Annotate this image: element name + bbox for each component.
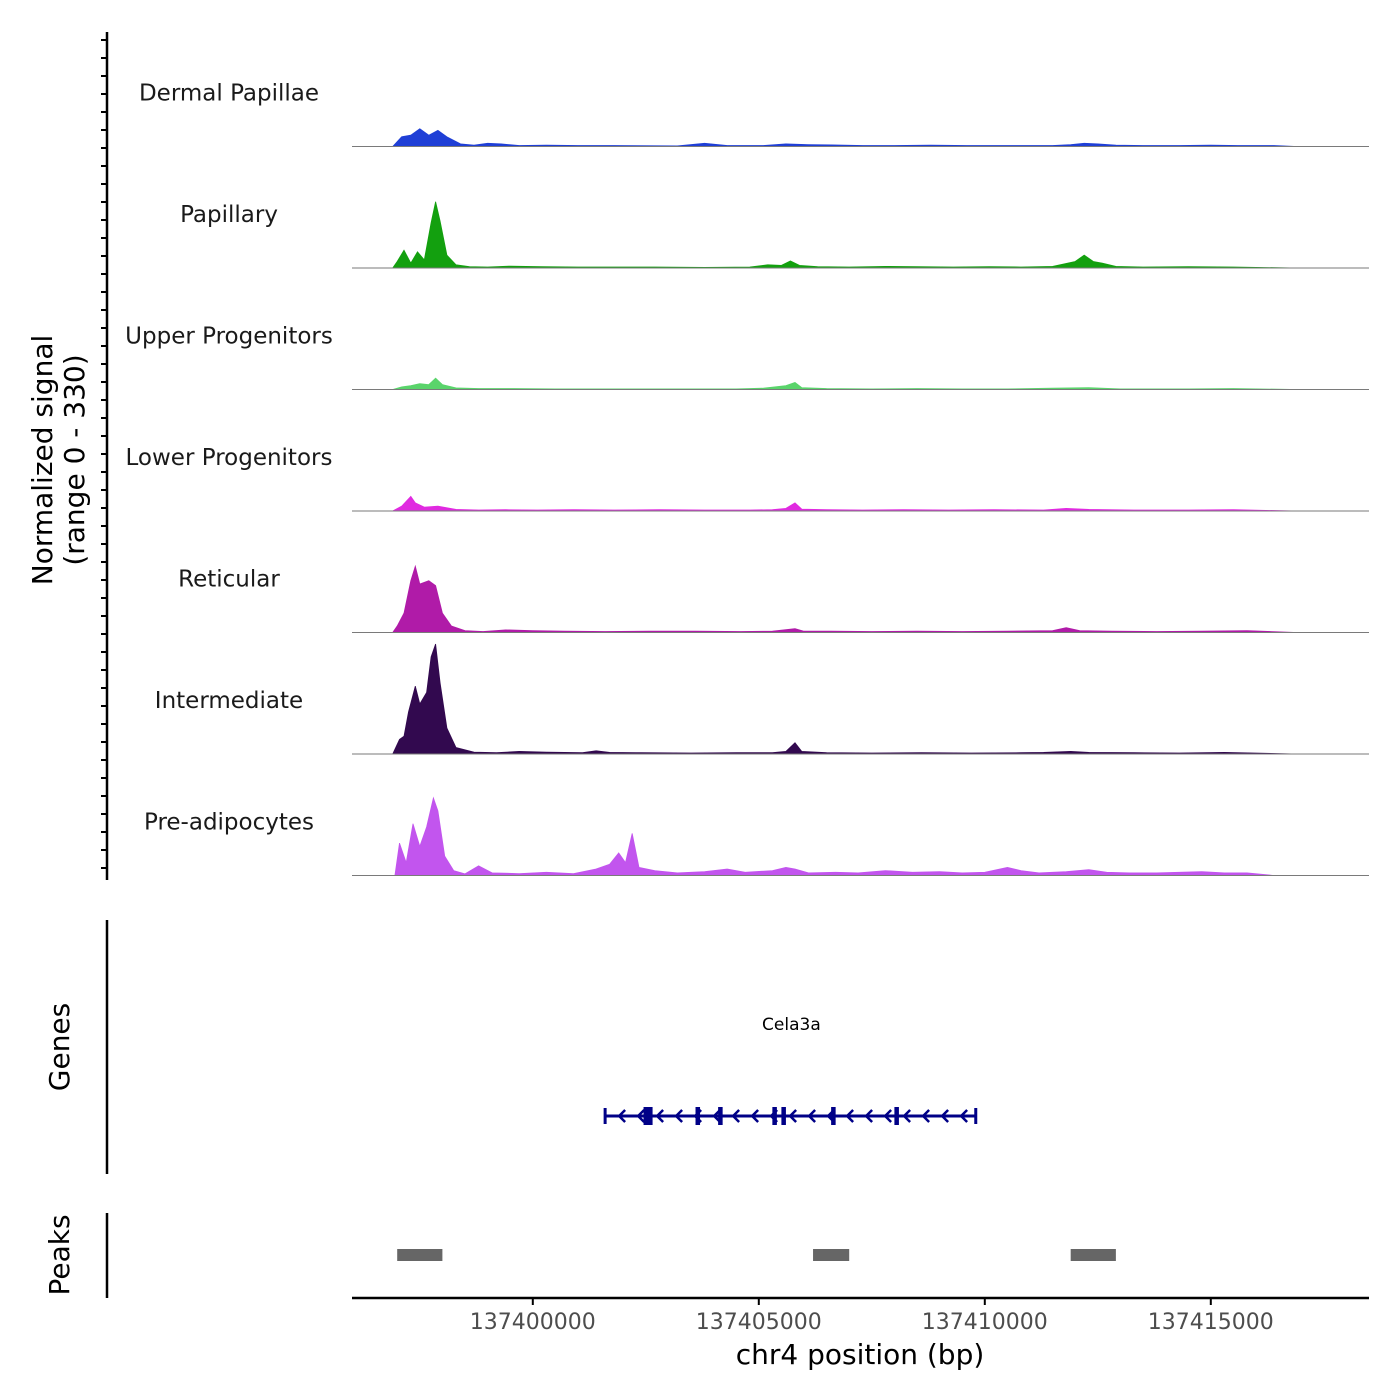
track-reticular: Reticular [178, 564, 1369, 633]
strand-arrow [921, 1109, 931, 1123]
strand-arrow [940, 1109, 950, 1123]
strand-arrow [864, 1109, 874, 1123]
track-label: Reticular [178, 567, 280, 593]
coverage-area-upper-progenitors [392, 377, 1297, 390]
track-lower-progenitors: Lower Progenitors [126, 445, 1369, 512]
peak-region [397, 1249, 443, 1261]
coverage-area-reticular [391, 564, 1297, 633]
coverage-tracks: Dermal Papillae Papillary Upper Progenitor… [125, 81, 1369, 876]
track-label: Intermediate [155, 688, 303, 714]
x-tick-label: 137405000 [696, 1310, 822, 1335]
gene-track: Cela3a [603, 1015, 978, 1125]
strand-arrow [883, 1109, 893, 1123]
track-intermediate: Intermediate [155, 643, 1369, 755]
peak-track [397, 1249, 1116, 1261]
exon-block [643, 1107, 653, 1125]
coverage-area-pre-adipocytes [394, 796, 1275, 876]
genes-track-title: Genes [43, 1003, 76, 1091]
x-tick-label: 137410000 [922, 1310, 1048, 1335]
exon-block [781, 1107, 786, 1125]
track-dermal-papillae: Dermal Papillae [139, 81, 1369, 147]
strand-arrow [845, 1109, 855, 1123]
x-tick-label: 137400000 [470, 1310, 596, 1335]
y-axis-title-line2: (range 0 - 330) [58, 354, 91, 565]
exon-block [695, 1107, 701, 1125]
track-label: Upper Progenitors [125, 324, 333, 350]
x-axis-ticks: 137400000 137405000 137410000 137415000 [470, 1298, 1274, 1335]
track-pre-adipocytes: Pre-adipocytes [144, 796, 1369, 876]
strand-arrow [902, 1109, 912, 1123]
strand-arrow [636, 1109, 646, 1123]
exon-block [718, 1107, 723, 1125]
strand-arrow [807, 1109, 817, 1123]
strand-arrow [674, 1109, 684, 1123]
strand-arrow [655, 1109, 665, 1123]
coverage-area-intermediate [392, 643, 1297, 755]
strand-arrow [788, 1109, 798, 1123]
peaks-track-title: Peaks [43, 1214, 76, 1295]
coverage-area-dermal-papillae [391, 128, 1297, 147]
signal-axis-ticks [101, 39, 107, 869]
peak-region [1070, 1249, 1116, 1261]
track-label: Dermal Papillae [139, 81, 319, 107]
track-upper-progenitors: Upper Progenitors [125, 324, 1369, 390]
strand-arrow [617, 1109, 627, 1123]
track-label: Pre-adipocytes [144, 810, 314, 836]
y-axis-title-line1: Normalized signal [26, 335, 59, 586]
strand-arrow [731, 1109, 741, 1123]
strand-arrow [750, 1109, 760, 1123]
exon-block [831, 1107, 836, 1125]
coverage-area-lower-progenitors [392, 495, 1297, 512]
strand-arrow [959, 1109, 969, 1123]
track-label: Lower Progenitors [126, 445, 333, 471]
gene-label: Cela3a [762, 1015, 821, 1035]
track-label: Papillary [180, 202, 278, 228]
track-papillary: Papillary [180, 201, 1369, 269]
coverage-area-papillary [391, 201, 1297, 269]
x-tick-label: 137415000 [1148, 1310, 1274, 1335]
peak-region [813, 1249, 850, 1261]
x-axis-title: chr4 position (bp) [736, 1338, 985, 1371]
exon-block [772, 1107, 777, 1125]
exon-block [894, 1107, 899, 1125]
